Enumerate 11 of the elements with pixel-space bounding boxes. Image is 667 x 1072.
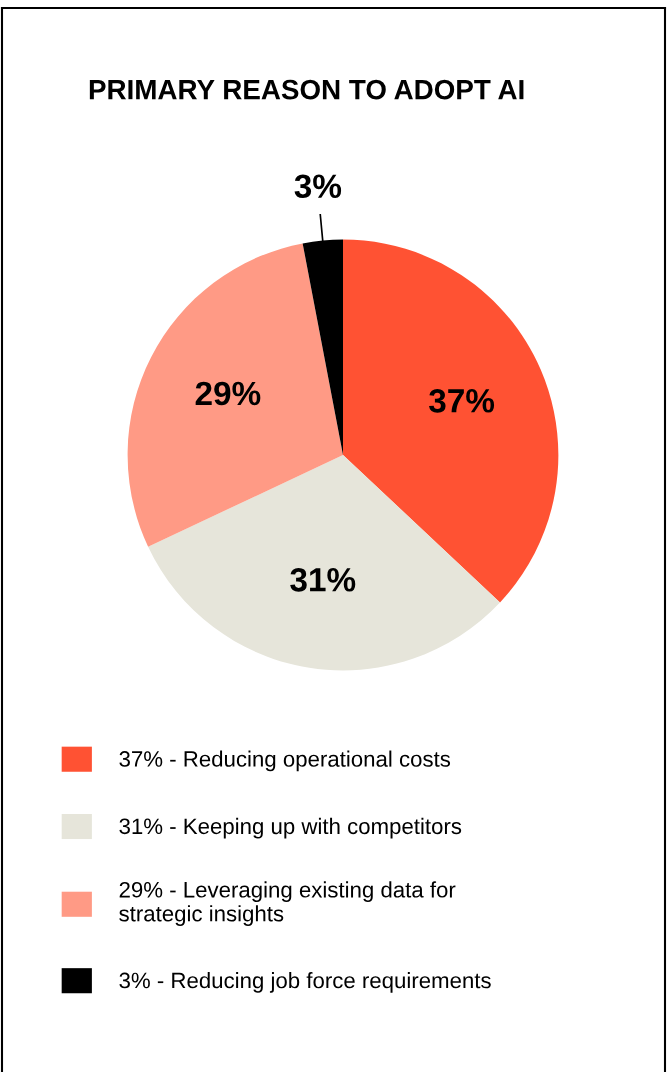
data-label: 31% xyxy=(290,567,356,592)
legend-label: 29% - Leveraging existing data for strategic insights xyxy=(119,881,456,926)
legend-label: 31% - Keeping up with competitors xyxy=(119,817,462,839)
legend-label: 3% - Reducing job force requirements xyxy=(119,972,491,993)
pie-slice xyxy=(127,243,343,547)
legend-label: 37% - Reducing operational costs xyxy=(119,750,451,772)
pie-slice xyxy=(148,455,501,671)
data-label: 29% xyxy=(195,381,261,406)
chart-title: PRIMARY REASON TO ADOPT AI xyxy=(89,79,524,100)
data-label: 37% xyxy=(429,389,495,413)
data-label: 3% xyxy=(294,174,342,199)
